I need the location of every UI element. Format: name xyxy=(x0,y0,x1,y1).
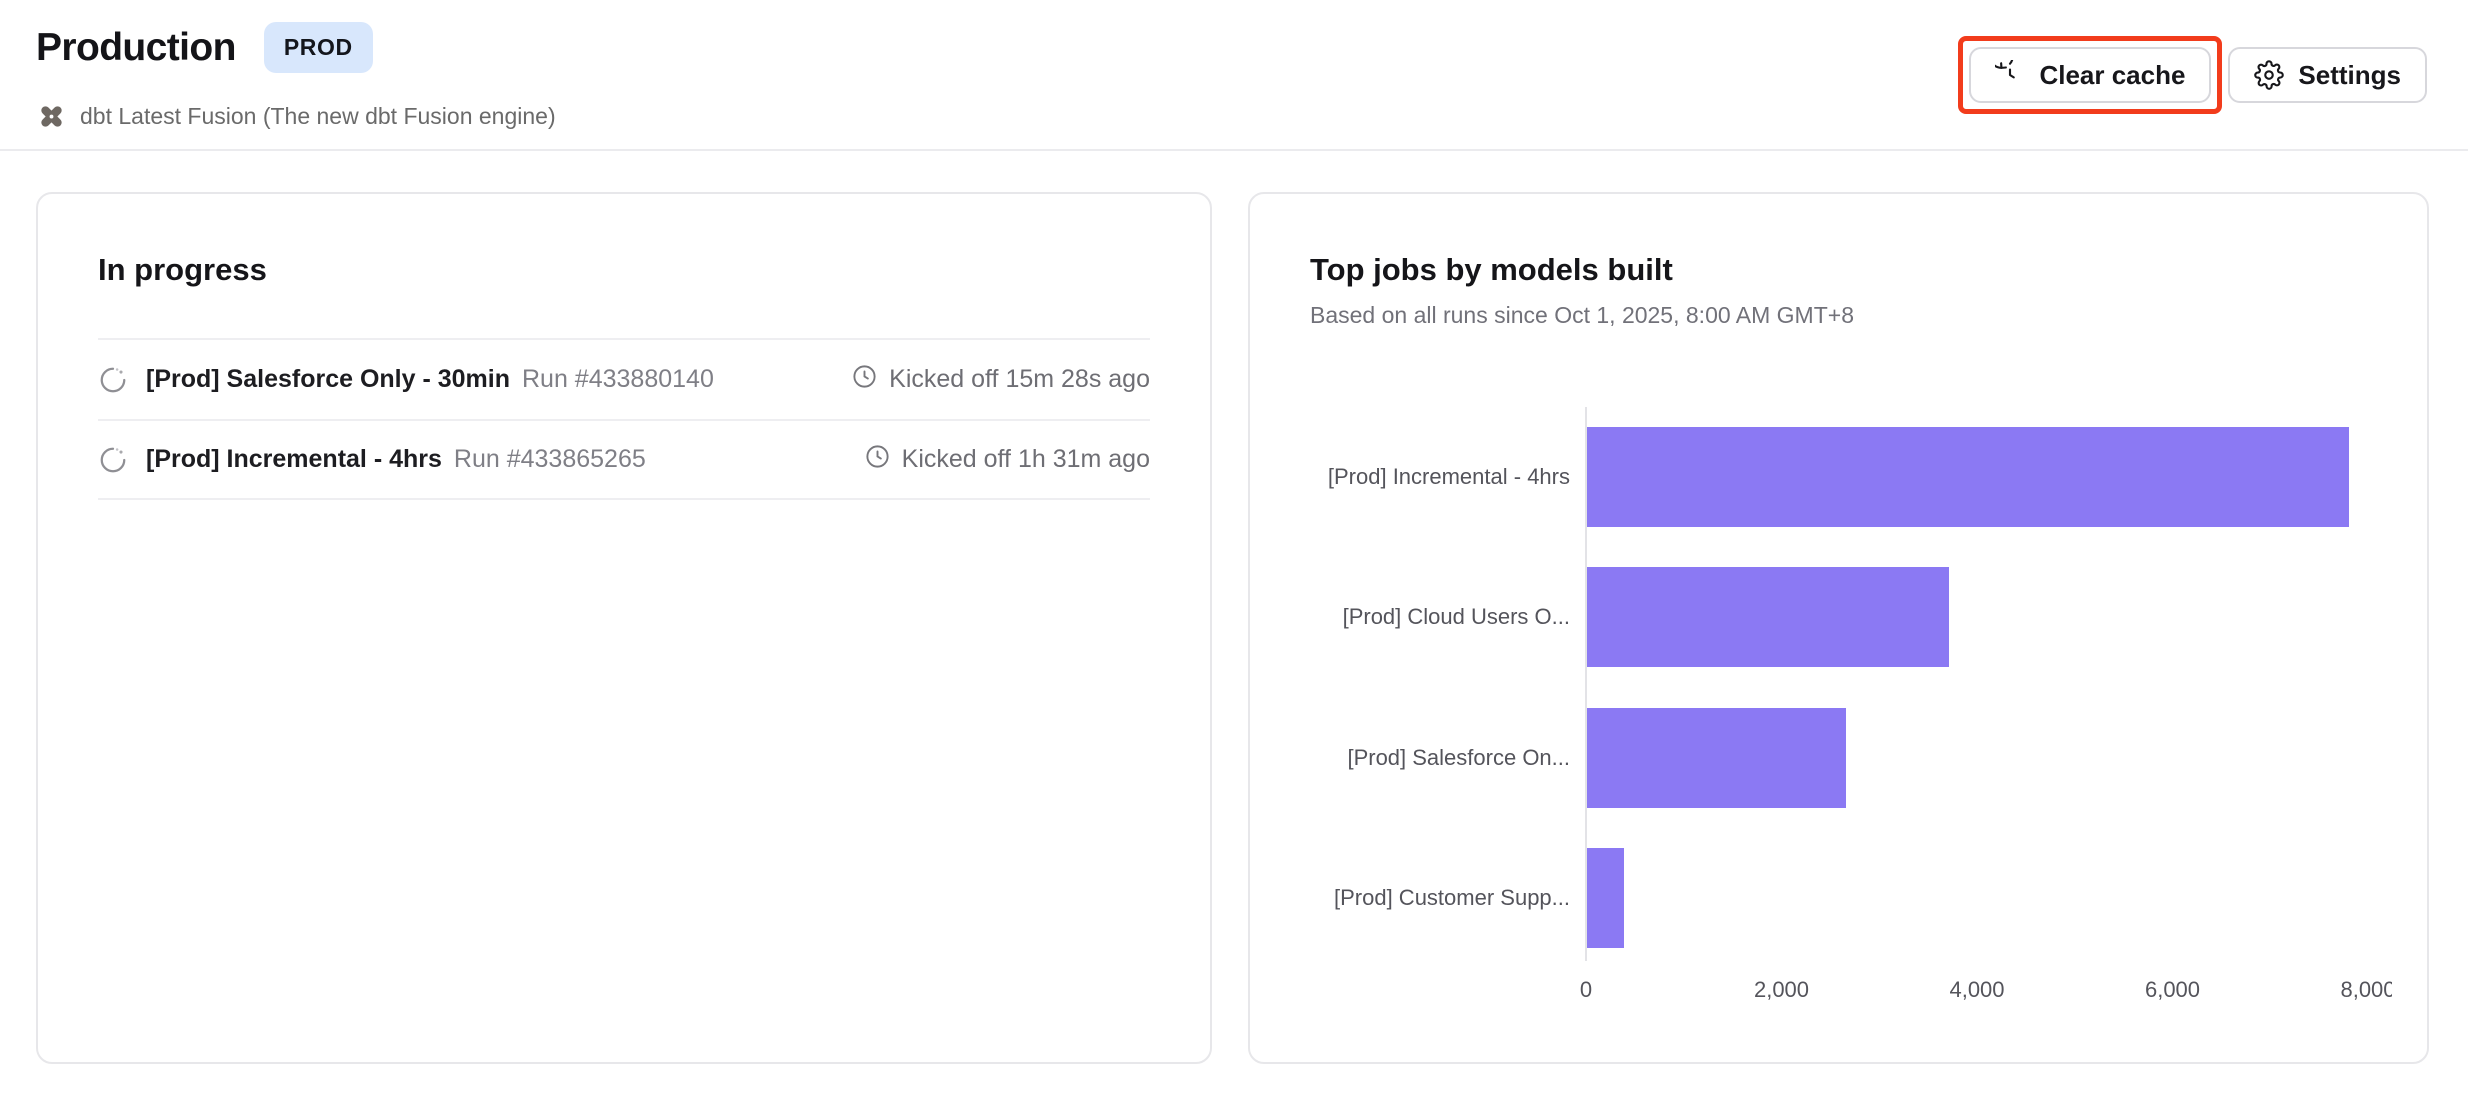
kicked-off-status: Kicked off 1h 31m ago xyxy=(864,443,1150,477)
in-progress-title: In progress xyxy=(98,252,267,287)
run-number-link[interactable]: Run #433865265 xyxy=(453,445,646,473)
chart-x-tick-label: 6,000 xyxy=(2144,977,2201,1002)
chart-x-tick-label: 8,000 xyxy=(2340,977,2392,1002)
in-progress-run-list: [Prod] Salesforce Only - 30min Run #4338… xyxy=(98,338,1150,500)
kicked-off-status: Kicked off 15m 28s ago xyxy=(851,363,1150,397)
chart-x-tick-label: 0 xyxy=(1579,977,1593,1002)
title-row: Production PROD xyxy=(36,22,373,73)
top-jobs-card: Top jobs by models built Based on all ru… xyxy=(1248,192,2429,1064)
run-number-link[interactable]: Run #433880140 xyxy=(522,365,714,393)
settings-button[interactable]: Settings xyxy=(2228,47,2427,103)
chart-category-label: [Prod] Cloud Users O... xyxy=(1342,604,1570,630)
gear-icon xyxy=(2254,60,2285,90)
chart-bar[interactable] xyxy=(1587,707,1846,808)
clear-cache-button[interactable]: Clear cache xyxy=(1969,47,2212,103)
in-progress-card: In progress [Prod] Salesforce Only - 30m… xyxy=(36,192,1212,1064)
clear-cache-label: Clear cache xyxy=(2039,59,2186,90)
chart-bar[interactable] xyxy=(1587,567,1949,668)
header-divider xyxy=(0,149,2468,151)
chart-category-label: [Prod] Salesforce On... xyxy=(1347,744,1570,770)
chart-x-tick-label: 2,000 xyxy=(1753,977,1810,1002)
environment-subtitle-label: dbt Latest Fusion (The new dbt Fusion en… xyxy=(80,103,556,129)
kicked-off-label: Kicked off 15m 28s ago xyxy=(889,365,1150,393)
run-job-name[interactable]: [Prod] Salesforce Only - 30min xyxy=(146,365,510,393)
top-jobs-title: Top jobs by models built xyxy=(1310,252,1673,287)
run-job-name[interactable]: [Prod] Incremental - 4hrs xyxy=(146,445,442,473)
clock-icon xyxy=(851,363,878,397)
spinner-icon xyxy=(98,445,128,475)
clear-cache-highlight: Clear cache xyxy=(1958,36,2223,114)
header-actions: Clear cache Settings xyxy=(1958,36,2427,114)
dbt-logo-icon xyxy=(36,101,67,132)
page-title: Production xyxy=(36,25,236,69)
top-jobs-subtitle: Based on all runs since Oct 1, 2025, 8:0… xyxy=(1310,302,1854,328)
clock-icon xyxy=(864,443,891,477)
chart-zero-axis-line xyxy=(1585,407,1587,961)
run-row[interactable]: [Prod] Salesforce Only - 30min Run #4338… xyxy=(98,338,1150,419)
chart-category-label: [Prod] Customer Supp... xyxy=(1334,884,1570,910)
settings-wrap: Settings xyxy=(2228,47,2427,103)
chart-bar[interactable] xyxy=(1587,427,2349,527)
chart-category-label: [Prod] Incremental - 4hrs xyxy=(1327,464,1570,489)
chart-bar[interactable] xyxy=(1587,847,1624,948)
run-row[interactable]: [Prod] Incremental - 4hrs Run #433865265… xyxy=(98,419,1150,500)
settings-label: Settings xyxy=(2298,59,2401,90)
env-badge: PROD xyxy=(263,22,373,73)
chart-x-tick-label: 4,000 xyxy=(1949,977,2005,1002)
history-icon xyxy=(1995,60,2025,90)
top-jobs-bar-chart: [Prod] Incremental - 4hrs [Prod] Cloud Us… xyxy=(1250,407,2392,1027)
spinner-icon xyxy=(98,365,128,395)
kicked-off-label: Kicked off 1h 31m ago xyxy=(901,445,1150,473)
environment-subtitle: dbt Latest Fusion (The new dbt Fusion en… xyxy=(36,101,556,132)
